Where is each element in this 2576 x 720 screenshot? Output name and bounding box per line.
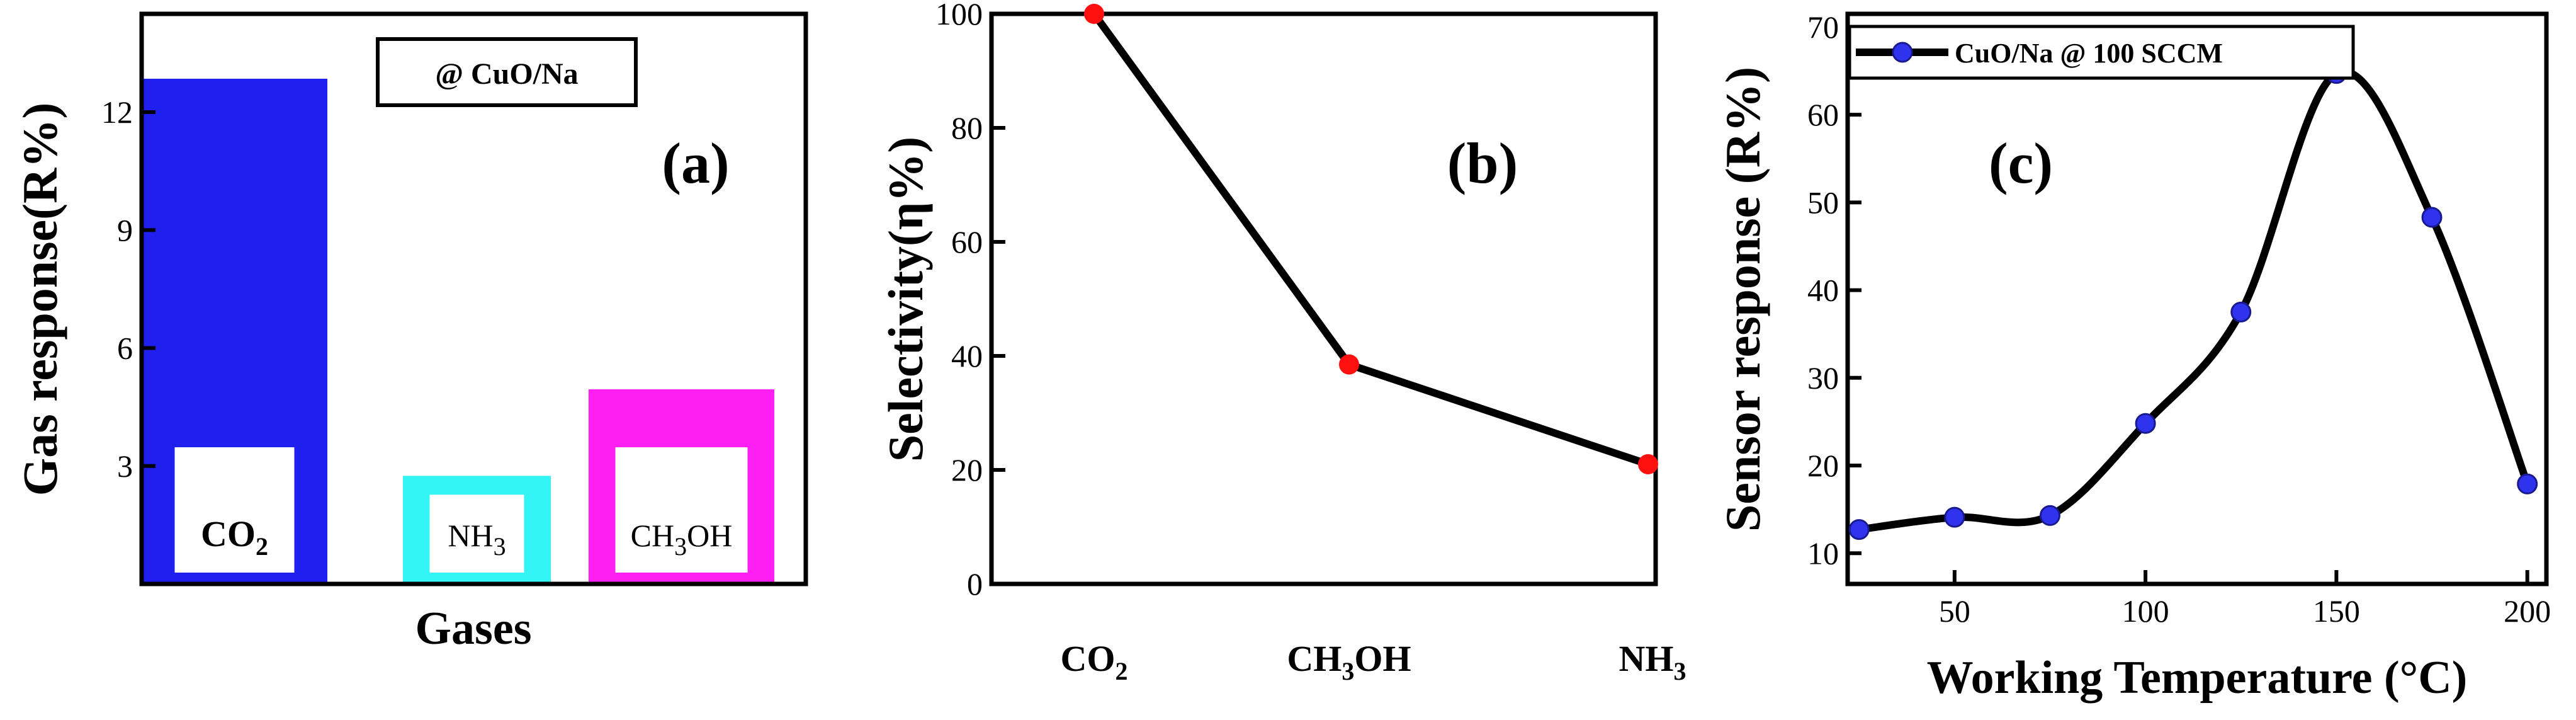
chart-b-x-tick-label-main: CO [1061, 638, 1116, 679]
chart-c-point [1944, 506, 1965, 528]
chart-b-x-tick-label-tail: OH [1354, 638, 1411, 679]
chart-b-y-tick-label: 60 [951, 224, 983, 260]
chart-b-y-axis-label: Selectivity(η%) [878, 137, 933, 462]
chart-a-y-ticks: 3 6 9 12 [101, 94, 155, 484]
chart-b-point [1638, 454, 1658, 474]
chart-b-frame [989, 11, 1658, 586]
chart-c-x-tick-label: 50 [1939, 593, 1970, 629]
chart-a-y-tick-label: 3 [117, 449, 133, 484]
chart-b-y-tick-label: 0 [967, 566, 983, 602]
chart-c-y-tick-label: 30 [1807, 360, 1839, 396]
chart-a-category-label: NH3 [448, 518, 506, 561]
chart-a-category-labels: CO2 NH3 CH3OH [174, 447, 748, 573]
chart-c-x-tick-label: 200 [2504, 593, 2551, 629]
chart-c: 10 20 30 40 50 60 70 50 100 150 200 CuO/Na @ 100 … [1715, 9, 2551, 704]
chart-c-y-tick-label: 10 [1807, 535, 1839, 571]
chart-c-point [2039, 505, 2060, 526]
chart-a-category-label-subscript: 3 [674, 532, 687, 561]
chart-a-category-label-main: NH [448, 518, 493, 553]
chart-a-bar-label-box [429, 494, 524, 573]
chart-b-x-tick-label: NH3 [1619, 638, 1686, 685]
chart-b-y-tick-label: 100 [935, 0, 983, 31]
chart-a-category-label: CO2 [201, 513, 268, 561]
chart-b-x-tick-label-main: NH [1619, 638, 1674, 679]
chart-c-y-tick-label: 70 [1807, 9, 1839, 45]
chart-c-line [1855, 68, 2531, 534]
chart-c-point [2135, 413, 2156, 434]
chart-a-y-axis-label: Gas response(R%) [13, 103, 67, 496]
chart-a-y-tick-label: 12 [101, 94, 133, 130]
chart-c-x-axis-label: Working Temperature (°C) [1927, 652, 2468, 704]
chart-a-annotation: @ CuO/Na [435, 57, 578, 91]
chart-b-series [1084, 4, 1658, 474]
chart-c-point [2421, 207, 2443, 228]
chart-b-line [1091, 11, 1649, 468]
chart-b-x-ticks: CO2 CH3OH NH3 [1061, 638, 1686, 685]
chart-a-category-label-subscript: 3 [494, 532, 506, 561]
chart-c-y-tick-label: 20 [1807, 448, 1839, 483]
chart-b-y-tick-label: 80 [951, 110, 983, 146]
chart-c-x-tick-label: 100 [2122, 593, 2169, 629]
chart-b-x-tick-label: CO2 [1061, 638, 1128, 685]
chart-b-y-tick-label: 20 [951, 452, 983, 488]
chart-b-point [1084, 4, 1104, 24]
chart-b-panel-label: (b) [1447, 131, 1518, 195]
chart-c-legend: CuO/Na @ 100 SCCM [1848, 25, 2355, 80]
chart-c-y-ticks: 10 20 30 40 50 60 70 [1807, 9, 1861, 571]
chart-b-x-tick-label-main: CH [1287, 638, 1342, 679]
chart-b-y-ticks: 0 20 40 60 80 100 [935, 0, 1005, 602]
chart-c-point [2230, 301, 2252, 323]
chart-a-category-label-tail: OH [687, 518, 732, 553]
chart-c-frame [1845, 11, 2549, 586]
chart-b-point [1339, 354, 1359, 375]
chart-b-x-tick-label-subscript: 3 [1342, 657, 1354, 685]
chart-b-x-tick-label-subscript: 3 [1674, 657, 1686, 685]
chart-a-annotation-box [376, 37, 638, 107]
chart-c-legend-label: CuO/Na @ 100 SCCM [1955, 38, 2223, 69]
chart-c-panel-label: (c) [1989, 131, 2053, 195]
chart-a-x-axis-label: Gases [415, 603, 532, 654]
chart-a-bar-label-box [174, 447, 295, 573]
chart-c-point [2517, 473, 2538, 494]
chart-c-y-tick-label: 40 [1807, 273, 1839, 308]
chart-c-legend-marker [1892, 42, 1913, 63]
chart-a-category-label: CH3OH [631, 518, 733, 561]
chart-c-y-tick-label: 50 [1807, 185, 1839, 220]
chart-a-category-label-subscript: 2 [256, 532, 268, 561]
chart-c-y-tick-label: 60 [1807, 97, 1839, 132]
chart-c-series [1848, 63, 2538, 540]
chart-a-bar-label-box [615, 447, 748, 573]
chart-b-x-tick-label: CH3OH [1287, 638, 1411, 685]
chart-b-x-tick-label-subscript: 2 [1116, 657, 1128, 685]
chart-c-y-axis-label: Sensor response (R%) [1715, 67, 1770, 532]
chart-c-x-ticks: 50 100 150 200 [1939, 570, 2551, 629]
chart-c-point [1848, 519, 1870, 540]
chart-a-y-tick-label: 9 [117, 212, 133, 248]
chart-a-category-label-main: CH [631, 518, 674, 553]
chart-b-y-tick-label: 40 [951, 338, 983, 374]
chart-a-panel-label: (a) [662, 131, 729, 195]
chart-a-y-tick-label: 6 [117, 331, 133, 366]
chart-c-x-tick-label: 150 [2313, 593, 2360, 629]
chart-a-frame [139, 11, 808, 586]
chart-a-category-label-main: CO [201, 513, 256, 554]
